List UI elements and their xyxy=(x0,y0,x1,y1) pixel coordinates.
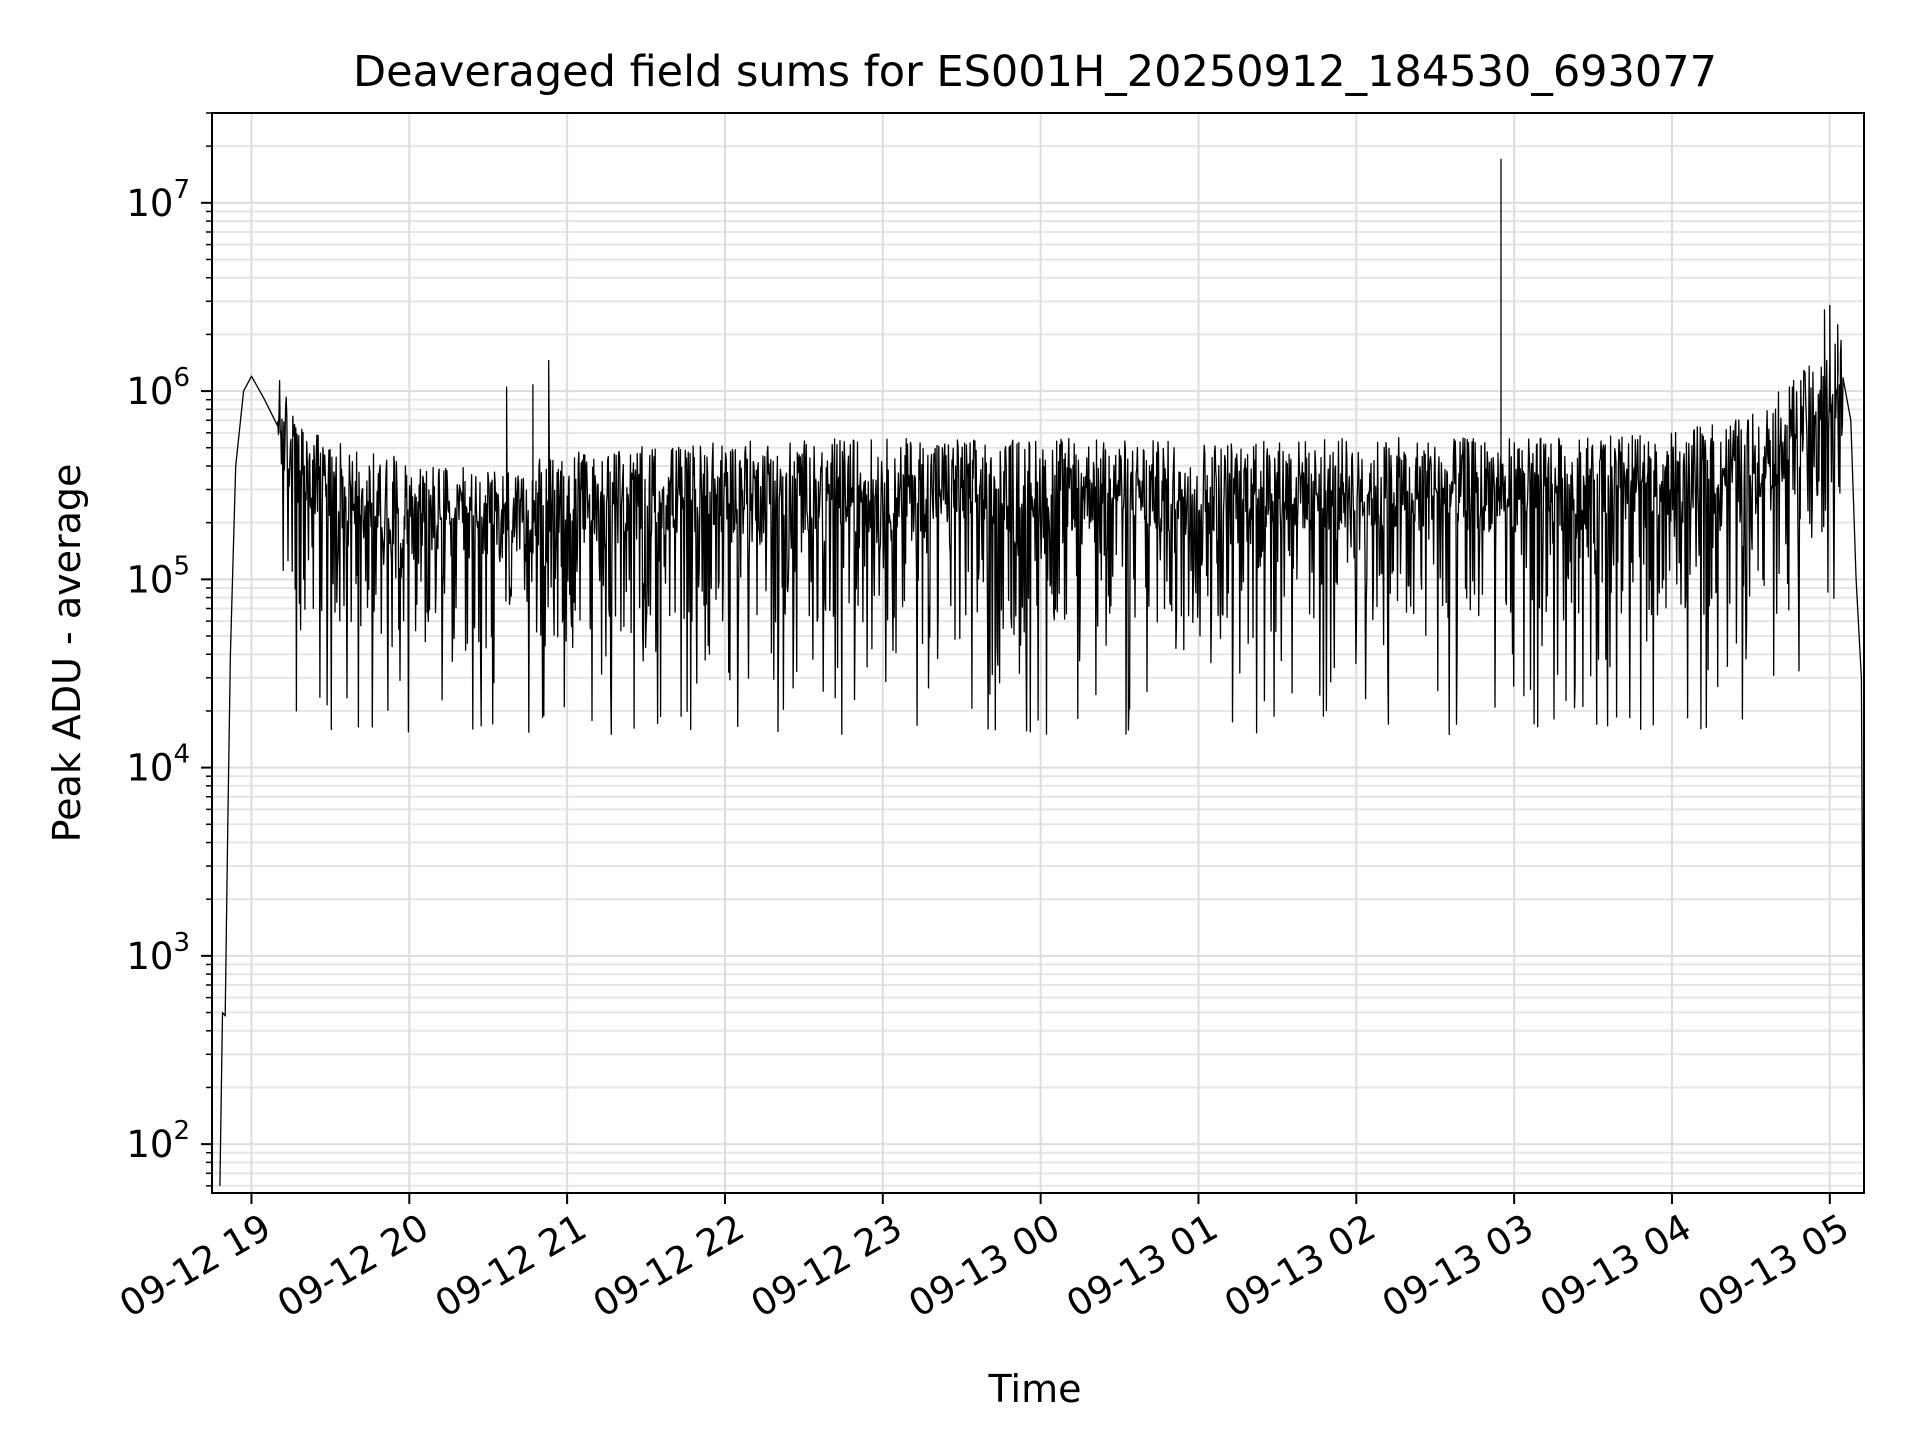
chart-title: Deaveraged field sums for ES001H_2025091… xyxy=(353,47,1717,97)
y-tick-label: 106 xyxy=(126,363,190,413)
y-tick-label-base: 10 xyxy=(126,1123,173,1166)
y-tick-label-exponent: 4 xyxy=(173,740,190,770)
y-axis-label: Peak ADU - average xyxy=(45,464,89,843)
y-tick-label-base: 10 xyxy=(126,747,173,790)
series-layer xyxy=(219,158,1865,1194)
y-tick-label-exponent: 5 xyxy=(173,551,190,581)
grid xyxy=(212,112,1864,1193)
series-line xyxy=(219,158,1865,1194)
y-tick-label-exponent: 6 xyxy=(173,363,190,393)
y-tick-label-exponent: 3 xyxy=(173,928,190,958)
x-axis-label: Time xyxy=(988,1367,1082,1411)
y-tick-label: 104 xyxy=(126,740,190,790)
y-tick-label-base: 10 xyxy=(126,935,173,978)
y-tick-label-base: 10 xyxy=(126,182,173,225)
y-tick-label: 105 xyxy=(126,551,190,601)
y-tick-label-base: 10 xyxy=(126,558,173,601)
plot-frame xyxy=(211,112,1865,1194)
y-tick-label: 103 xyxy=(126,928,190,978)
y-tick-label: 107 xyxy=(126,175,190,225)
y-tick-label-exponent: 7 xyxy=(173,175,190,205)
y-tick-label-exponent: 2 xyxy=(173,1116,190,1146)
y-tick-label-base: 10 xyxy=(126,370,173,413)
y-tick-label: 102 xyxy=(126,1116,190,1166)
